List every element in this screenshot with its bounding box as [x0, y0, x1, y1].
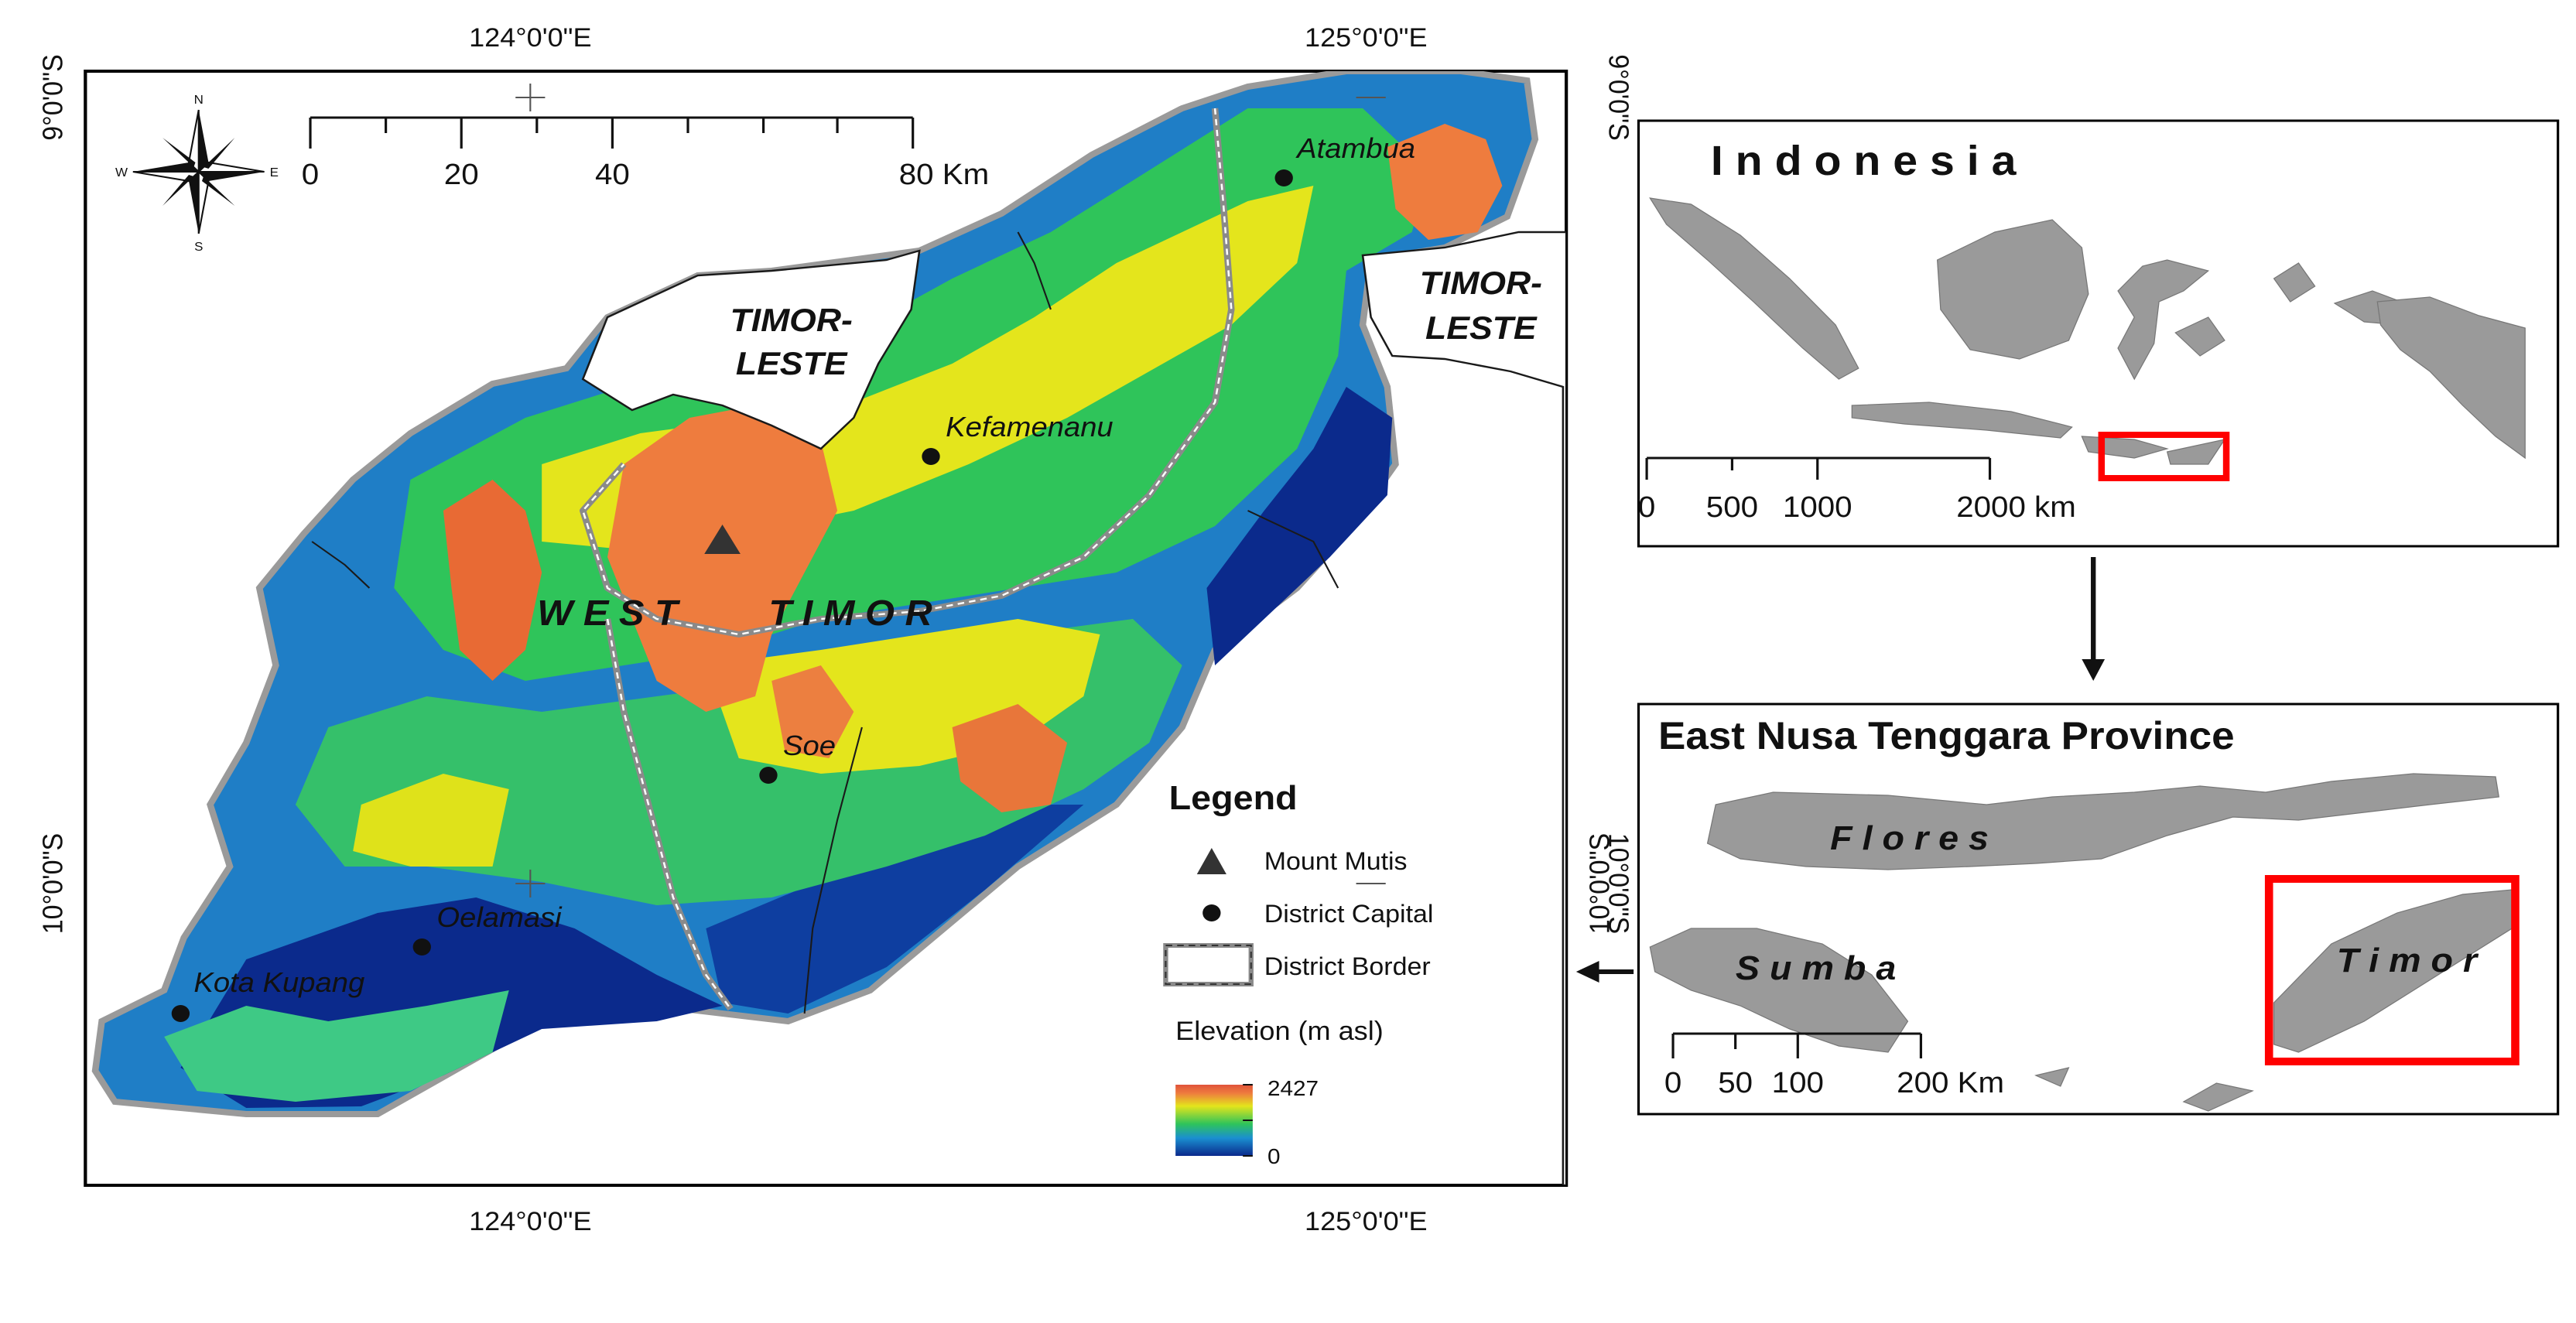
indonesia-scale-bar: [1645, 456, 1992, 480]
compass-n: N: [194, 93, 204, 106]
town-marker-soe: [759, 767, 778, 784]
label-timor-leste-east-1: TIMOR-: [1420, 265, 1542, 302]
lon-label-top-1: 124°0'0"E: [469, 23, 591, 53]
ntt-scale-100: 100: [1772, 1067, 1824, 1099]
lon-label-bottom-2: 125°0'0"E: [1305, 1207, 1427, 1236]
main-map: 124°0'0"E 125°0'0"E 124°0'0"E 125°0'0"E …: [38, 23, 1634, 1236]
mutis-massif: [607, 405, 838, 712]
compass-rose-icon: N S E W: [115, 93, 279, 253]
ntt-inset-title: East Nusa Tenggara Province: [1658, 713, 2235, 757]
lowland-east: [1206, 387, 1393, 665]
ntt-inset-frame: [1637, 703, 2560, 1116]
legend-border-icon-dash: [1165, 945, 1252, 985]
legend-capital-icon: [1202, 904, 1221, 921]
indonesia-scale-2000: 2000 km: [1956, 491, 2076, 524]
map-legend: Legend Mount Mutis District Capital Dist…: [1163, 778, 1434, 1169]
ntt-lat-label: 10°0'0"S: [1584, 833, 1615, 934]
timor-highlight-box-ntt: [2264, 875, 2520, 1065]
lon-label-top-2: 125°0'0"E: [1305, 23, 1427, 53]
indonesia-scale-0: 0: [1638, 491, 1655, 524]
lowland-southeast: [706, 805, 1084, 1014]
legend-elevation-ramp: [1175, 1085, 1253, 1156]
town-label-atambua: Atambua: [1295, 132, 1415, 164]
legend-title: Legend: [1169, 778, 1298, 816]
peak-west: [443, 480, 542, 681]
indonesia-scale-500: 500: [1706, 491, 1758, 524]
town-label-oelamasi: Oelamasi: [436, 901, 563, 933]
town-marker-kota-kupang: [171, 1005, 190, 1022]
graticule: [515, 84, 1386, 897]
lat-label-right-2: 10°0'0"S: [1603, 833, 1634, 934]
timor-leste-enclave: [581, 249, 921, 450]
elevation-raster: [91, 71, 1567, 1185]
lat-label-left-1: 9°0'0"S: [38, 54, 69, 141]
peak-central: [771, 665, 854, 758]
lat-label-left-2: 10°0'0"S: [38, 833, 69, 934]
scale-tick-0: 0: [302, 159, 319, 191]
rivers: [311, 231, 1339, 1014]
arrow-down-icon: [2082, 557, 2106, 681]
town-marker-kefamenanu: [922, 448, 940, 465]
legend-mount-label: Mount Mutis: [1264, 847, 1408, 875]
compass-w: W: [115, 166, 128, 179]
timor-leste-mainland: [1361, 231, 1567, 1185]
indonesia-scale-1000: 1000: [1783, 491, 1852, 524]
mount-mutis-marker: [704, 525, 741, 554]
legend-elevation-max: 2427: [1267, 1077, 1319, 1101]
town-marker-oelamasi: [412, 938, 431, 956]
town-label-kefamenanu: Kefamenanu: [946, 411, 1114, 443]
ntt-label-timor: T i m o r: [2337, 941, 2479, 979]
timor-highlight-box: [2098, 432, 2230, 481]
legend-border-icon: [1163, 943, 1254, 986]
legend-elevation-min: 0: [1267, 1145, 1281, 1169]
lat-label-right-1: 9°0'0"S: [1603, 54, 1634, 141]
scale-tick-40: 40: [595, 159, 630, 191]
label-timor-leste-west-2: LESTE: [736, 346, 848, 382]
label-timor: T I M O R: [768, 593, 932, 633]
town-label-kota-kupang: Kota Kupang: [193, 966, 364, 998]
ntt-scale-0: 0: [1664, 1067, 1681, 1099]
label-timor-leste-west-1: TIMOR-: [730, 303, 853, 339]
indonesia-inset-title: I n d o n e s i a: [1711, 137, 2017, 183]
midland-southwest: [164, 990, 509, 1102]
label-west: W E S T: [537, 593, 681, 633]
compass-s: S: [194, 240, 203, 253]
ntt-scale-200: 200 Km: [1897, 1067, 2004, 1099]
legend-capital-label: District Capital: [1264, 900, 1434, 928]
town-label-soe: Soe: [783, 730, 836, 761]
main-scale-bar: [309, 116, 915, 149]
highland-west: [353, 774, 509, 867]
ntt-inset: East Nusa Tenggara Province F l o r e s …: [1584, 703, 2560, 1116]
compass-e: E: [270, 166, 279, 179]
scale-tick-80: 80 Km: [899, 159, 989, 191]
scale-tick-20: 20: [444, 159, 479, 191]
legend-elevation-title: Elevation (m asl): [1175, 1017, 1384, 1046]
legend-border-label: District Border: [1264, 952, 1431, 980]
lon-label-bottom-1: 124°0'0"E: [469, 1207, 591, 1236]
district-borders-dash: [581, 108, 1233, 1010]
indonesia-inset: I n d o n e s i a 0 500 1000 2000 km: [1637, 119, 2560, 548]
ntt-label-flores: F l o r e s: [1830, 819, 1989, 856]
ntt-label-sumba: S u m b a: [1736, 949, 1896, 986]
ntt-islands: [1649, 773, 2513, 1112]
town-marker-atambua: [1274, 169, 1293, 186]
arrow-left-icon: [1575, 961, 1634, 983]
label-timor-leste-east-2: LESTE: [1425, 310, 1538, 347]
peak-northeast: [1387, 124, 1503, 240]
ntt-scale-50: 50: [1718, 1067, 1753, 1099]
ntt-scale-bar: [1671, 1032, 1923, 1058]
legend-mount-icon: [1196, 848, 1226, 874]
peak-southeast: [952, 704, 1068, 812]
